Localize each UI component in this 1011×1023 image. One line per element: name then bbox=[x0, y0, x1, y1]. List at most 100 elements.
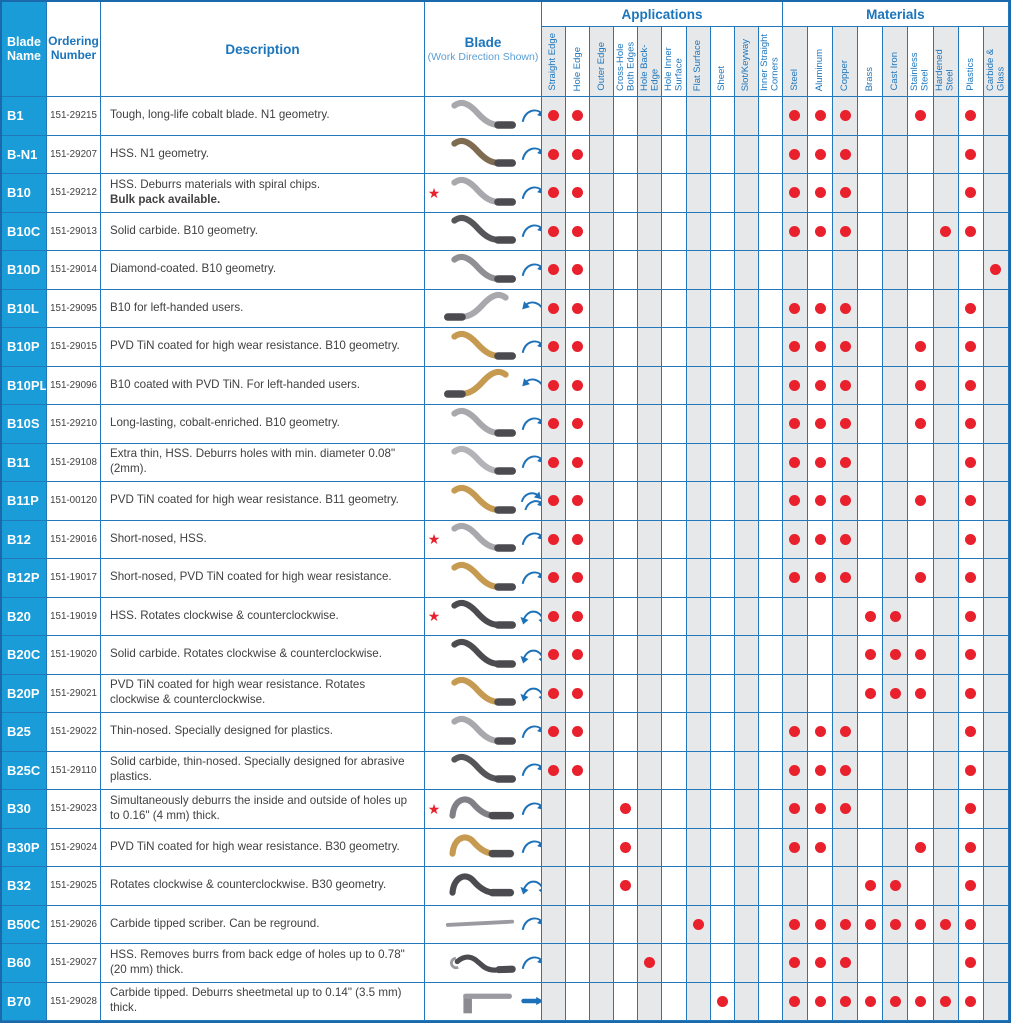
application-dot bbox=[572, 379, 584, 391]
cell-b10-flat-surface bbox=[686, 174, 711, 213]
cell-b25-steel bbox=[782, 713, 809, 752]
row-b20c-description: Solid carbide. Rotates clockwise & count… bbox=[101, 636, 425, 675]
cell-b20-hole-back-edge bbox=[638, 597, 663, 636]
cell-b10s-copper bbox=[833, 405, 859, 444]
material-dot bbox=[965, 880, 977, 892]
cell-b10l-straight-edge bbox=[542, 289, 567, 328]
cell-b10-outer-edge bbox=[590, 174, 615, 213]
cell-b30-carbide-glass bbox=[983, 790, 1009, 829]
cell-b10s-sheet bbox=[710, 405, 735, 444]
cell-b11p-outer-edge bbox=[590, 482, 615, 521]
application-dot bbox=[620, 880, 632, 892]
cell-b12p-slot-keyway bbox=[734, 559, 759, 598]
material-dot bbox=[839, 187, 851, 199]
cell-b-n1-inner-straight-corners bbox=[758, 135, 783, 174]
cell-b50c-carbide-glass bbox=[983, 905, 1009, 944]
col-header-hole-edge: Hole Edge bbox=[566, 27, 591, 97]
cell-b30p-flat-surface bbox=[686, 828, 711, 867]
blade-image-s bbox=[441, 98, 519, 134]
row-b11-ordering-number: 151-29108 bbox=[47, 443, 101, 482]
material-dot bbox=[839, 302, 851, 314]
application-dot bbox=[572, 148, 584, 160]
row-b11p-blade-name: B11P bbox=[2, 482, 47, 521]
blade-image-s bbox=[441, 714, 519, 750]
material-dot bbox=[915, 341, 927, 353]
cell-b30p-carbide-glass bbox=[983, 828, 1009, 867]
blade-image-s bbox=[441, 290, 519, 326]
row-b1-blade-cell bbox=[425, 97, 542, 136]
cell-b10d-brass bbox=[858, 251, 884, 290]
cell-b12-brass bbox=[858, 520, 884, 559]
application-dot bbox=[548, 379, 560, 391]
cell-b11p-steel bbox=[782, 482, 809, 521]
material-dot bbox=[814, 110, 826, 122]
cell-b50c-plastics bbox=[958, 905, 984, 944]
row-b10l-description: B10 for left-handed users. bbox=[101, 289, 425, 328]
material-dot bbox=[789, 418, 801, 430]
cell-b20p-cross-hole-both-edges bbox=[614, 674, 639, 713]
row-b11-blade-cell bbox=[425, 443, 542, 482]
col-header-straight-edge: Straight Edge bbox=[542, 27, 567, 97]
cell-b30-cross-hole-both-edges bbox=[614, 790, 639, 829]
cell-b20-hole-inner-surface bbox=[662, 597, 687, 636]
cell-b10c-cross-hole-both-edges bbox=[614, 212, 639, 251]
material-dot bbox=[839, 803, 851, 815]
cell-b12p-hole-back-edge bbox=[638, 559, 663, 598]
cell-b12-copper bbox=[833, 520, 859, 559]
row-b50c-blade-name: B50C bbox=[2, 905, 47, 944]
cell-b32-brass bbox=[858, 867, 884, 906]
cell-b12p-stainless-steel bbox=[908, 559, 934, 598]
cell-b20-steel bbox=[782, 597, 809, 636]
cell-b10p-sheet bbox=[710, 328, 735, 367]
material-dot bbox=[789, 764, 801, 776]
cell-b50c-slot-keyway bbox=[734, 905, 759, 944]
cell-b30-inner-straight-corners bbox=[758, 790, 783, 829]
material-dot bbox=[965, 379, 977, 391]
cell-b32-cross-hole-both-edges bbox=[614, 867, 639, 906]
application-dot bbox=[620, 841, 632, 853]
cell-b20p-hole-inner-surface bbox=[662, 674, 687, 713]
group-header-materials: Materials bbox=[782, 2, 1009, 27]
row-b10d-blade-name: B10D bbox=[2, 251, 47, 290]
cell-b25-hole-inner-surface bbox=[662, 713, 687, 752]
cell-b30-aluminum bbox=[808, 790, 834, 829]
cell-b10p-steel bbox=[782, 328, 809, 367]
cell-b10c-slot-keyway bbox=[734, 212, 759, 251]
material-dot bbox=[864, 610, 876, 622]
material-dot bbox=[789, 110, 801, 122]
cell-b20-copper bbox=[833, 597, 859, 636]
col-header-plastics-label: Plastics bbox=[964, 58, 976, 91]
application-dot bbox=[572, 533, 584, 545]
material-dot bbox=[864, 995, 876, 1007]
cell-b10c-aluminum bbox=[808, 212, 834, 251]
col-header-carbide-glass-label: Carbide & Glass bbox=[984, 48, 1006, 91]
cell-b25c-copper bbox=[833, 751, 859, 790]
cell-b32-hole-back-edge bbox=[638, 867, 663, 906]
row-b10s-description-text: Long-lasting, cobalt-enriched. B10 geome… bbox=[110, 416, 340, 430]
cell-b10c-hole-edge bbox=[566, 212, 591, 251]
cell-b10c-stainless-steel bbox=[908, 212, 934, 251]
cell-b30p-sheet bbox=[710, 828, 735, 867]
cell-b-n1-copper bbox=[833, 135, 859, 174]
material-dot bbox=[789, 572, 801, 584]
row-b12-description: Short-nosed, HSS. bbox=[101, 520, 425, 559]
cell-b32-inner-straight-corners bbox=[758, 867, 783, 906]
col-header-cross-hole-both-edges-label: Cross-Hole Both Edges bbox=[614, 41, 636, 91]
blade-image-rod bbox=[441, 906, 519, 942]
application-dot bbox=[572, 187, 584, 199]
material-dot bbox=[839, 726, 851, 738]
material-dot bbox=[789, 341, 801, 353]
cell-b11p-straight-edge bbox=[542, 482, 567, 521]
cell-b32-aluminum bbox=[808, 867, 834, 906]
cell-b-n1-aluminum bbox=[808, 135, 834, 174]
cell-b10l-cast-iron bbox=[883, 289, 909, 328]
row-b30p-blade-name: B30P bbox=[2, 828, 47, 867]
cell-b20p-outer-edge bbox=[590, 674, 615, 713]
material-dot bbox=[839, 533, 851, 545]
cell-b70-plastics bbox=[958, 982, 984, 1021]
cell-b10s-carbide-glass bbox=[983, 405, 1009, 444]
star-icon: ★ bbox=[427, 800, 441, 817]
cell-b20-flat-surface bbox=[686, 597, 711, 636]
cell-b30-plastics bbox=[958, 790, 984, 829]
cell-b10c-steel bbox=[782, 212, 809, 251]
